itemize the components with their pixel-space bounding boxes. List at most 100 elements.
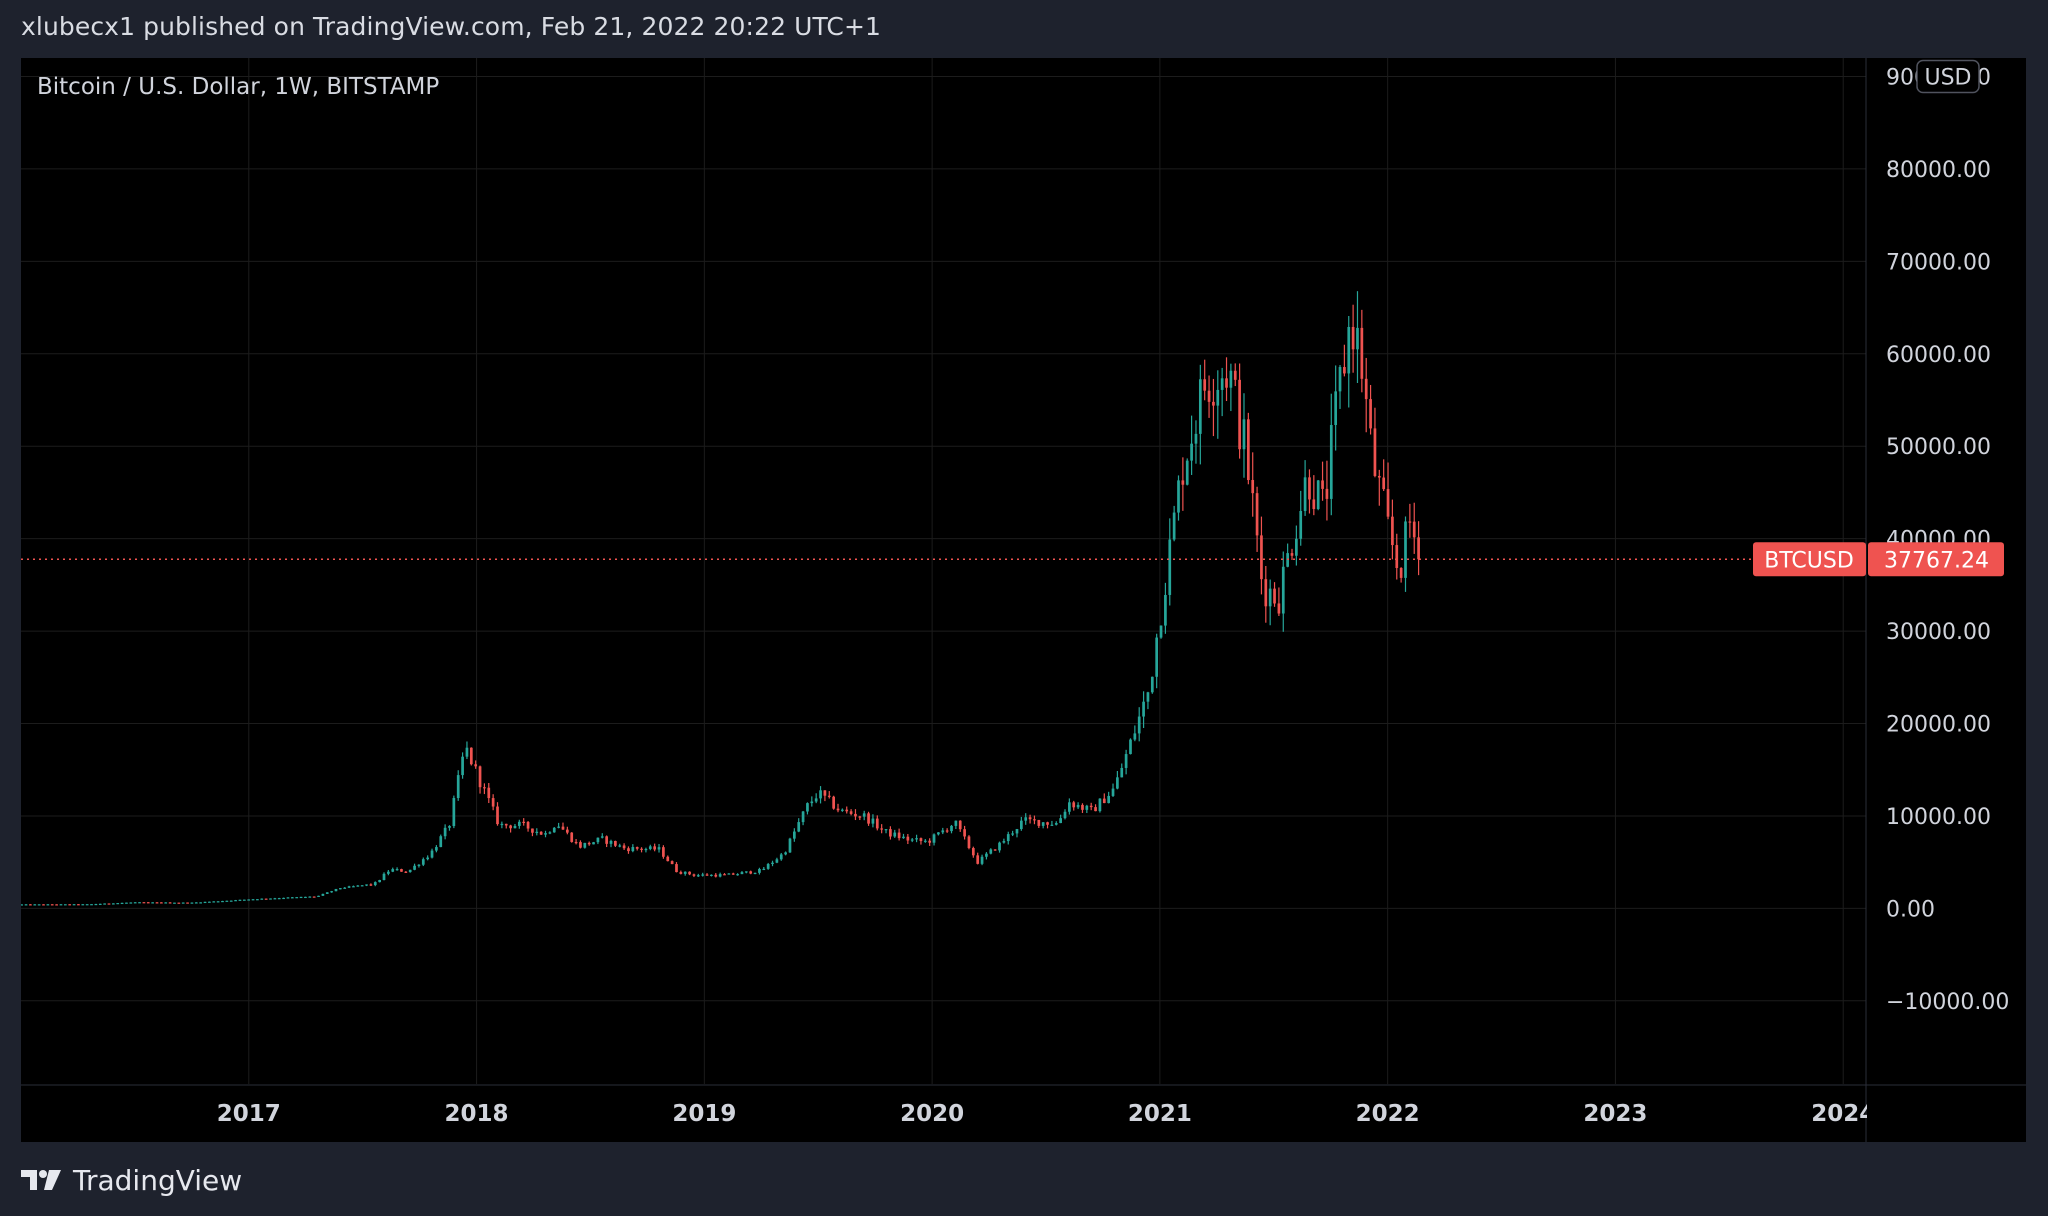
y-tick-label: 50000.00 [1886, 435, 1991, 460]
candle [670, 860, 674, 865]
candle-body [989, 849, 993, 854]
candle-body [1111, 788, 1115, 796]
candle-body [614, 840, 617, 846]
candle [1364, 357, 1368, 433]
candle [1041, 822, 1045, 829]
candle-body [177, 902, 181, 904]
candle [710, 874, 713, 877]
candle [1386, 462, 1390, 520]
candle-body [68, 904, 72, 906]
candle [806, 802, 809, 815]
candle [696, 873, 700, 877]
candle-body [657, 847, 661, 850]
candle-body [827, 795, 831, 797]
candle-body [173, 902, 176, 904]
candle [1033, 815, 1036, 825]
candle [1281, 551, 1285, 632]
candle-body [858, 816, 862, 818]
candle [731, 872, 735, 875]
candle [465, 741, 469, 760]
chart-title: Bitcoin / U.S. Dollar, 1W, BITSTAMP [37, 74, 439, 100]
candle [522, 818, 526, 826]
candle-body [958, 820, 962, 830]
candle-body [400, 869, 403, 872]
candle [1181, 457, 1185, 511]
candle-body [1281, 566, 1285, 614]
candle-body [90, 904, 93, 906]
candle-body [334, 888, 338, 892]
candle-body [727, 873, 731, 875]
candle-body [1102, 798, 1106, 804]
candle-body [932, 834, 936, 843]
candle [282, 897, 285, 900]
candle-body [836, 808, 840, 811]
candle [269, 898, 272, 900]
x-tick-label: 2021 [1128, 1101, 1192, 1127]
candle-body [513, 825, 517, 829]
candle [1260, 516, 1263, 595]
candle [290, 897, 294, 899]
candle [784, 851, 787, 856]
candle-body [1260, 535, 1263, 580]
candle-body [509, 825, 512, 829]
candle-body [1404, 521, 1407, 578]
candle [116, 902, 120, 905]
candle-body [360, 885, 364, 887]
candle [517, 819, 521, 829]
candle-body [199, 902, 203, 904]
chart-axes: −10000.000.0010000.0020000.0030000.00400… [21, 58, 2026, 1142]
candle [1316, 479, 1320, 511]
candle-body [1185, 460, 1189, 485]
candle [749, 870, 753, 875]
candle [605, 835, 608, 848]
candle [1212, 378, 1215, 437]
candle [1360, 309, 1364, 393]
candle-body [1321, 480, 1324, 489]
candle-body [871, 818, 875, 824]
candle [762, 866, 766, 871]
chart-panel[interactable]: −10000.00 0.00 10000.00 20000.00 30000.00 400… [21, 58, 2026, 1142]
candle [570, 832, 574, 843]
candle [736, 873, 739, 876]
candle [77, 904, 80, 906]
candle [1159, 625, 1163, 639]
candle [823, 790, 827, 802]
candle-body [421, 859, 425, 865]
candle-body [373, 882, 377, 886]
candle [478, 765, 482, 794]
candle [1382, 459, 1386, 492]
candle [1404, 516, 1407, 592]
candle [181, 902, 185, 904]
candle [1129, 738, 1132, 755]
candle-body [413, 865, 416, 870]
candle [653, 843, 657, 852]
candle-body [731, 873, 735, 875]
candle [1076, 802, 1080, 810]
candle [858, 815, 862, 821]
candle [264, 898, 268, 900]
candle [919, 837, 923, 845]
candle-body [1159, 625, 1163, 638]
candle [369, 883, 373, 887]
candle-body [1360, 327, 1364, 379]
candle [308, 896, 312, 898]
candle-body [923, 840, 927, 842]
candle-body [72, 904, 76, 906]
candle-body [688, 871, 691, 875]
candle-body [1347, 326, 1351, 374]
candle-body [1356, 327, 1359, 350]
price-chart[interactable]: −10000.000.0010000.0020000.0030000.00400… [21, 58, 2026, 1142]
candle-body [203, 901, 207, 904]
candle [199, 902, 203, 904]
candle-body [116, 903, 120, 905]
candle [592, 841, 595, 845]
candle-body [343, 887, 347, 889]
candle [382, 872, 386, 881]
candle [954, 820, 958, 829]
candle [1024, 813, 1028, 825]
candle-body [1212, 401, 1215, 406]
candle-body [849, 811, 853, 814]
candle-body [710, 874, 713, 876]
candle [1255, 486, 1259, 552]
candle-body [535, 831, 539, 833]
